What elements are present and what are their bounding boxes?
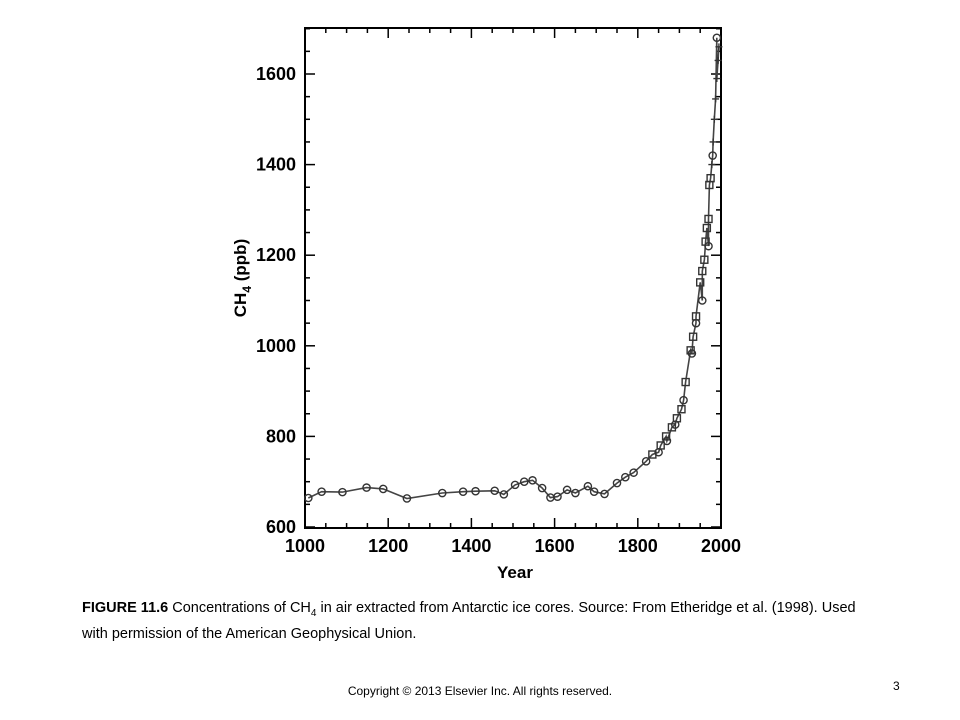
y-tick-label: 1200 bbox=[256, 245, 296, 265]
data-point-square bbox=[688, 332, 698, 341]
data-point-plus bbox=[709, 138, 717, 146]
x-tick-label: 2000 bbox=[701, 536, 741, 556]
data-point-circle bbox=[600, 489, 609, 499]
data-point-square bbox=[672, 414, 682, 423]
y-axis-title: CH4 (ppb) bbox=[231, 239, 254, 317]
axis-tick-labels: 1000 1200 1400 1600 1800 2000 600 800 1000 1200 14… bbox=[256, 64, 741, 556]
data-point-square bbox=[667, 423, 677, 432]
data-point-circle bbox=[402, 494, 412, 503]
caption-label: FIGURE 11.6 bbox=[82, 600, 169, 616]
y-tick-label: 1600 bbox=[256, 64, 296, 84]
data-point-circle bbox=[679, 395, 688, 405]
data-point-circle bbox=[499, 490, 509, 499]
data-point-circle bbox=[519, 477, 529, 487]
data-point-square bbox=[691, 312, 701, 321]
x-tick-label: 1200 bbox=[368, 536, 408, 556]
data-point-square bbox=[686, 346, 695, 355]
y-axis-title-subscript: 4 bbox=[240, 286, 254, 293]
data-point-circle bbox=[712, 33, 722, 43]
y-tick-label: 600 bbox=[266, 517, 296, 537]
data-point-circle bbox=[697, 296, 707, 305]
y-axis-title-main: CH bbox=[231, 293, 250, 318]
x-tick-label: 1600 bbox=[535, 536, 575, 556]
data-point-circle bbox=[362, 483, 371, 492]
data-point-circle bbox=[571, 488, 580, 498]
axis-ticks bbox=[304, 27, 722, 528]
caption-subscript: 4 bbox=[310, 607, 317, 619]
data-point-plus bbox=[712, 95, 720, 103]
figure-caption: FIGURE 11.6 Concentrations of CH4 in air… bbox=[82, 598, 882, 644]
data-point-circle bbox=[378, 484, 388, 494]
y-tick-label: 1400 bbox=[256, 155, 296, 175]
data-point-circle bbox=[641, 457, 651, 466]
data-point-square bbox=[702, 223, 712, 233]
data-point-circle bbox=[612, 478, 622, 488]
data-point-square bbox=[706, 173, 715, 183]
caption-text-2: in air extracted from Antarctic ice core… bbox=[82, 600, 856, 642]
data-point-square bbox=[681, 377, 690, 387]
y-tick-label: 1000 bbox=[256, 336, 296, 356]
data-point-plus bbox=[708, 161, 716, 169]
data-point-circle bbox=[583, 481, 593, 491]
data-point-circle bbox=[458, 487, 468, 496]
data-point-plus bbox=[713, 75, 721, 83]
page-number: 3 bbox=[893, 679, 900, 693]
data-point-circle bbox=[510, 480, 520, 490]
y-axis-title-unit: (ppb) bbox=[231, 239, 250, 286]
data-point-circle bbox=[708, 151, 717, 160]
data-point-square bbox=[698, 266, 707, 276]
data-point-circle bbox=[338, 487, 347, 497]
data-point-square bbox=[661, 432, 671, 441]
data-point-circle bbox=[562, 485, 572, 495]
data-point-square bbox=[700, 255, 709, 264]
data-point-circle bbox=[317, 487, 326, 496]
data-point-plus bbox=[710, 115, 718, 123]
x-axis-title: Year bbox=[497, 563, 533, 582]
data-point-circle bbox=[537, 483, 547, 493]
data-point-circle bbox=[621, 472, 630, 482]
data-point-plus bbox=[715, 43, 723, 51]
data-point-circle bbox=[437, 488, 447, 498]
data-point-square bbox=[704, 214, 713, 224]
data-point-square bbox=[656, 441, 665, 450]
caption-text-1: Concentrations of CH bbox=[168, 600, 311, 616]
data-point-square bbox=[677, 405, 686, 414]
series-layer bbox=[304, 33, 723, 503]
data-point-square bbox=[696, 278, 705, 287]
copyright-notice: Copyright © 2013 Elsevier Inc. All right… bbox=[347, 684, 613, 698]
data-point-circle bbox=[528, 476, 537, 485]
data-point-circle bbox=[589, 487, 599, 496]
data-point-circle bbox=[662, 436, 672, 446]
x-tick-label: 1000 bbox=[285, 536, 325, 556]
data-point-plus bbox=[714, 56, 722, 64]
data-point-circle bbox=[629, 468, 638, 477]
data-point-circle bbox=[471, 486, 480, 496]
x-tick-label: 1400 bbox=[451, 536, 491, 556]
data-point-square bbox=[648, 450, 657, 459]
ch4-trend-line bbox=[307, 37, 720, 500]
data-point-circle bbox=[304, 493, 313, 503]
data-point-circle bbox=[490, 486, 499, 496]
data-point-square bbox=[701, 237, 710, 246]
data-point-circle bbox=[553, 492, 562, 501]
x-tick-label: 1800 bbox=[618, 536, 658, 556]
y-tick-label: 800 bbox=[266, 426, 296, 446]
